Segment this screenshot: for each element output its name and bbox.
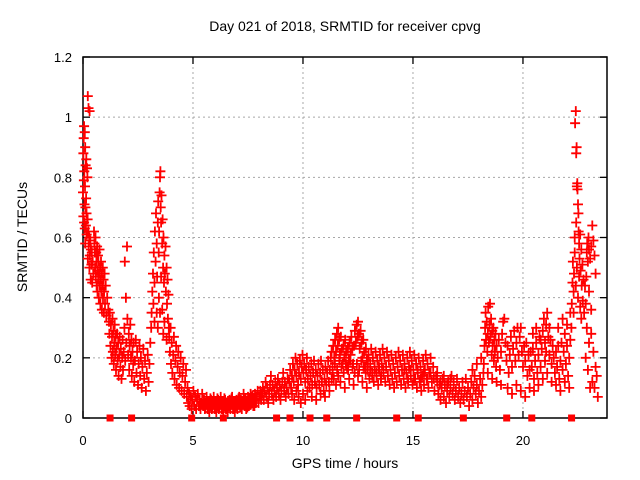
flag-marker: [106, 414, 114, 422]
y-tick-label: 0.8: [54, 170, 72, 185]
flag-marker: [188, 414, 196, 422]
x-axis-label: GPS time / hours: [291, 455, 399, 471]
flag-marker: [459, 414, 467, 422]
y-axis-label: SRMTID / TECUs: [14, 181, 30, 293]
x-tick-label: 20: [516, 433, 530, 448]
y-tick-label: 0.2: [54, 351, 72, 366]
scatter-points: [78, 91, 603, 417]
flag-marker: [414, 414, 422, 422]
flag-marker: [393, 414, 401, 422]
chart-title: Day 021 of 2018, SRMTID for receiver cpv…: [209, 18, 481, 34]
x-tick-label: 15: [406, 433, 420, 448]
y-tick-label: 1.2: [54, 50, 72, 65]
y-tick-label: 0: [65, 411, 72, 426]
y-tick-label: 1: [65, 110, 72, 125]
flag-marker: [128, 414, 136, 422]
flag-marker: [568, 414, 576, 422]
flag-marker: [306, 414, 314, 422]
x-tick-label: 10: [296, 433, 310, 448]
x-tick-label: 0: [79, 433, 86, 448]
flag-marker: [528, 414, 536, 422]
flag-marker: [286, 414, 294, 422]
x-tick-label: 5: [189, 433, 196, 448]
flag-marker: [273, 414, 281, 422]
flag-marker: [323, 414, 331, 422]
y-tick-label: 0.4: [54, 291, 72, 306]
y-tick-label: 0.6: [54, 231, 72, 246]
flag-marker: [219, 414, 227, 422]
flag-marker: [503, 414, 511, 422]
flag-marker: [353, 414, 361, 422]
